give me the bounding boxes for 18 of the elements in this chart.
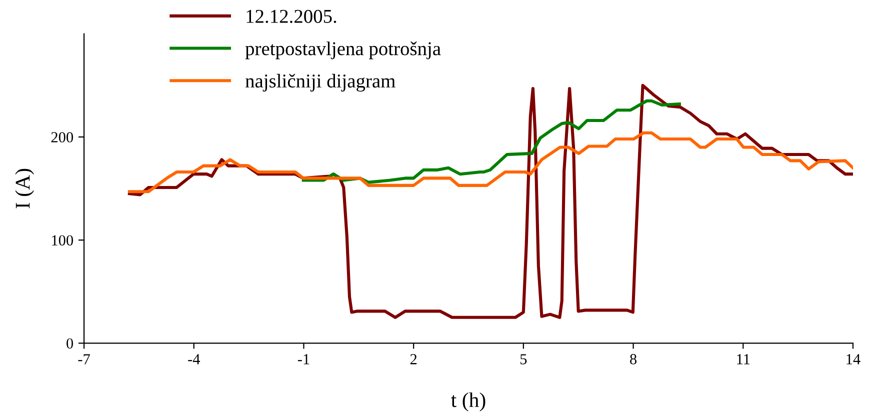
- x-tick-label: 11: [737, 354, 750, 364]
- y-axis-title: I (A): [15, 168, 34, 208]
- y-tick-label: 100: [52, 235, 74, 246]
- x-tick-label: -4: [188, 354, 200, 364]
- y-tick-label: 200: [51, 132, 74, 142]
- line-series: [302, 99, 681, 184]
- x-tick-label: 8: [630, 354, 637, 364]
- legend-label: najsličniji dijagram: [245, 74, 396, 92]
- x-tick-label: -1: [298, 354, 310, 364]
- x-tick-label: 14: [846, 354, 860, 364]
- legend-label: pretpostavljena potrošnja: [245, 42, 441, 60]
- x-tick-label: 5: [520, 354, 527, 364]
- x-tick-label: 2: [410, 354, 417, 364]
- x-axis-title: t (h): [451, 392, 486, 412]
- line-series: [128, 131, 853, 194]
- y-tick-label: 0: [66, 338, 74, 349]
- legend-label: 12.12.2005.: [246, 10, 336, 24]
- x-tick-label: -7: [78, 354, 90, 364]
